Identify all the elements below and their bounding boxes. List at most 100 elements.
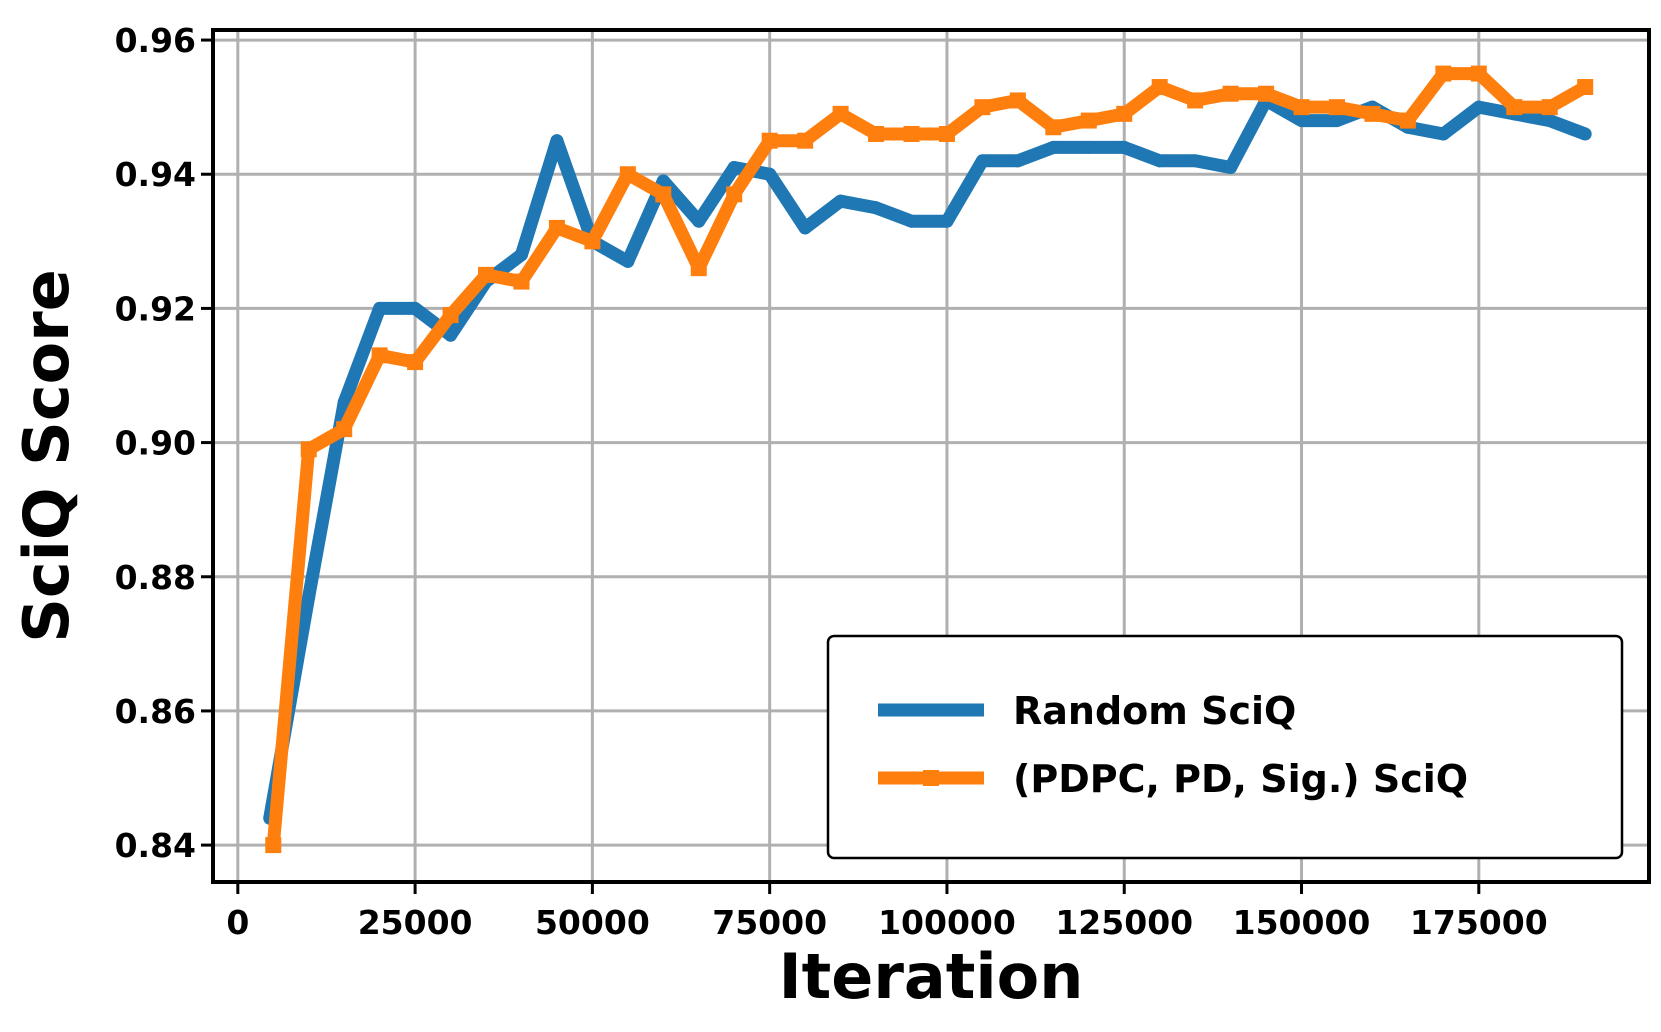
legend-label: Random SciQ: [1013, 689, 1296, 733]
data-point: [619, 166, 636, 183]
x-tick-label: 125000: [1055, 903, 1193, 942]
data-point: [1577, 79, 1594, 96]
x-tick-label: 50000: [535, 903, 650, 942]
data-point: [621, 254, 635, 268]
y-tick-label: 0.88: [115, 558, 196, 597]
y-tick-label: 0.90: [115, 424, 196, 463]
data-point: [903, 125, 920, 142]
data-point: [337, 395, 351, 409]
data-point: [550, 134, 564, 148]
data-point: [869, 201, 883, 215]
data-point: [1153, 154, 1167, 168]
data-point: [727, 161, 741, 175]
x-tick-label: 25000: [358, 903, 473, 942]
series-lines: [263, 65, 1594, 854]
y-tick-label: 0.96: [115, 21, 196, 60]
data-point: [514, 248, 528, 262]
data-point: [832, 105, 849, 122]
data-point: [1543, 114, 1557, 128]
data-point: [798, 221, 812, 235]
data-point: [1117, 140, 1131, 154]
data-point: [1364, 105, 1381, 122]
legend: Random SciQ (PDPC, PD, Sig.) SciQ: [826, 634, 1624, 860]
data-point: [513, 273, 530, 290]
data-point: [1436, 127, 1450, 141]
x-tick-label: 100000: [878, 903, 1016, 942]
legend-entry: Random SciQ: [878, 689, 1296, 733]
legend-entry: (PDPC, PD, Sig.) SciQ: [878, 757, 1468, 801]
data-point: [302, 590, 316, 604]
legend-swatch-marker: [923, 770, 939, 786]
data-point: [1578, 127, 1592, 141]
y-axis-ticks: 0.84 0.86 0.88 0.90 0.92 0.94 0.96: [115, 21, 213, 865]
data-point: [1399, 112, 1416, 129]
x-axis-ticks: 0 25000 50000 75000 100000 125000 150000 175000: [226, 882, 1548, 942]
data-point: [1187, 92, 1204, 109]
data-point: [407, 354, 424, 371]
y-axis-title: SciQ Score: [10, 269, 83, 643]
data-point: [265, 837, 282, 854]
data-point: [1506, 99, 1523, 116]
data-point: [1293, 99, 1310, 116]
data-point: [868, 125, 885, 142]
data-point: [1435, 65, 1452, 82]
data-point: [1328, 99, 1345, 116]
data-point: [373, 301, 387, 315]
data-point: [1188, 154, 1202, 168]
data-point: [1541, 99, 1558, 116]
data-point: [444, 328, 458, 342]
data-point: [1080, 112, 1097, 129]
data-point: [442, 307, 459, 324]
x-tick-label: 0: [226, 903, 249, 942]
x-tick-label: 175000: [1410, 903, 1548, 942]
y-tick-label: 0.86: [115, 692, 196, 731]
x-tick-label: 75000: [712, 903, 827, 942]
legend-label: (PDPC, PD, Sig.) SciQ: [1013, 757, 1468, 801]
data-point: [834, 194, 848, 208]
data-point: [1472, 100, 1486, 114]
data-point: [938, 125, 955, 142]
data-point: [1258, 85, 1275, 102]
series-2: [265, 65, 1594, 854]
data-point: [300, 441, 317, 458]
data-point: [726, 186, 743, 203]
data-point: [655, 186, 672, 203]
data-point: [1009, 92, 1026, 109]
data-point: [1470, 65, 1487, 82]
data-point: [690, 260, 707, 277]
data-point: [761, 132, 778, 149]
data-point: [548, 219, 565, 236]
data-point: [1046, 140, 1060, 154]
data-point: [1011, 154, 1025, 168]
x-axis-title: Iteration: [779, 940, 1084, 1013]
data-point: [1222, 85, 1239, 102]
data-point: [1295, 114, 1309, 128]
data-point: [1224, 161, 1238, 175]
data-point: [1045, 119, 1062, 136]
legend-box: [826, 634, 1624, 860]
data-point: [371, 347, 388, 364]
legend-entries: Random SciQ (PDPC, PD, Sig.) SciQ: [878, 689, 1468, 801]
data-point: [584, 233, 601, 250]
data-point: [797, 132, 814, 149]
plot-frame: [211, 28, 1651, 884]
data-point: [408, 301, 422, 315]
data-point: [974, 99, 991, 116]
y-tick-label: 0.92: [115, 289, 196, 328]
data-point: [692, 214, 706, 228]
legend-swatch-marker: [924, 703, 938, 717]
data-point: [656, 174, 670, 188]
data-point: [336, 421, 353, 438]
data-point: [940, 214, 954, 228]
x-tick-label: 150000: [1233, 903, 1371, 942]
data-point: [1151, 79, 1168, 96]
y-tick-label: 0.84: [115, 826, 196, 865]
data-point: [478, 266, 495, 283]
data-point: [1116, 105, 1133, 122]
data-point: [975, 154, 989, 168]
data-point: [1082, 140, 1096, 154]
data-point: [763, 167, 777, 181]
y-tick-label: 0.94: [115, 155, 196, 194]
data-point: [1330, 114, 1344, 128]
